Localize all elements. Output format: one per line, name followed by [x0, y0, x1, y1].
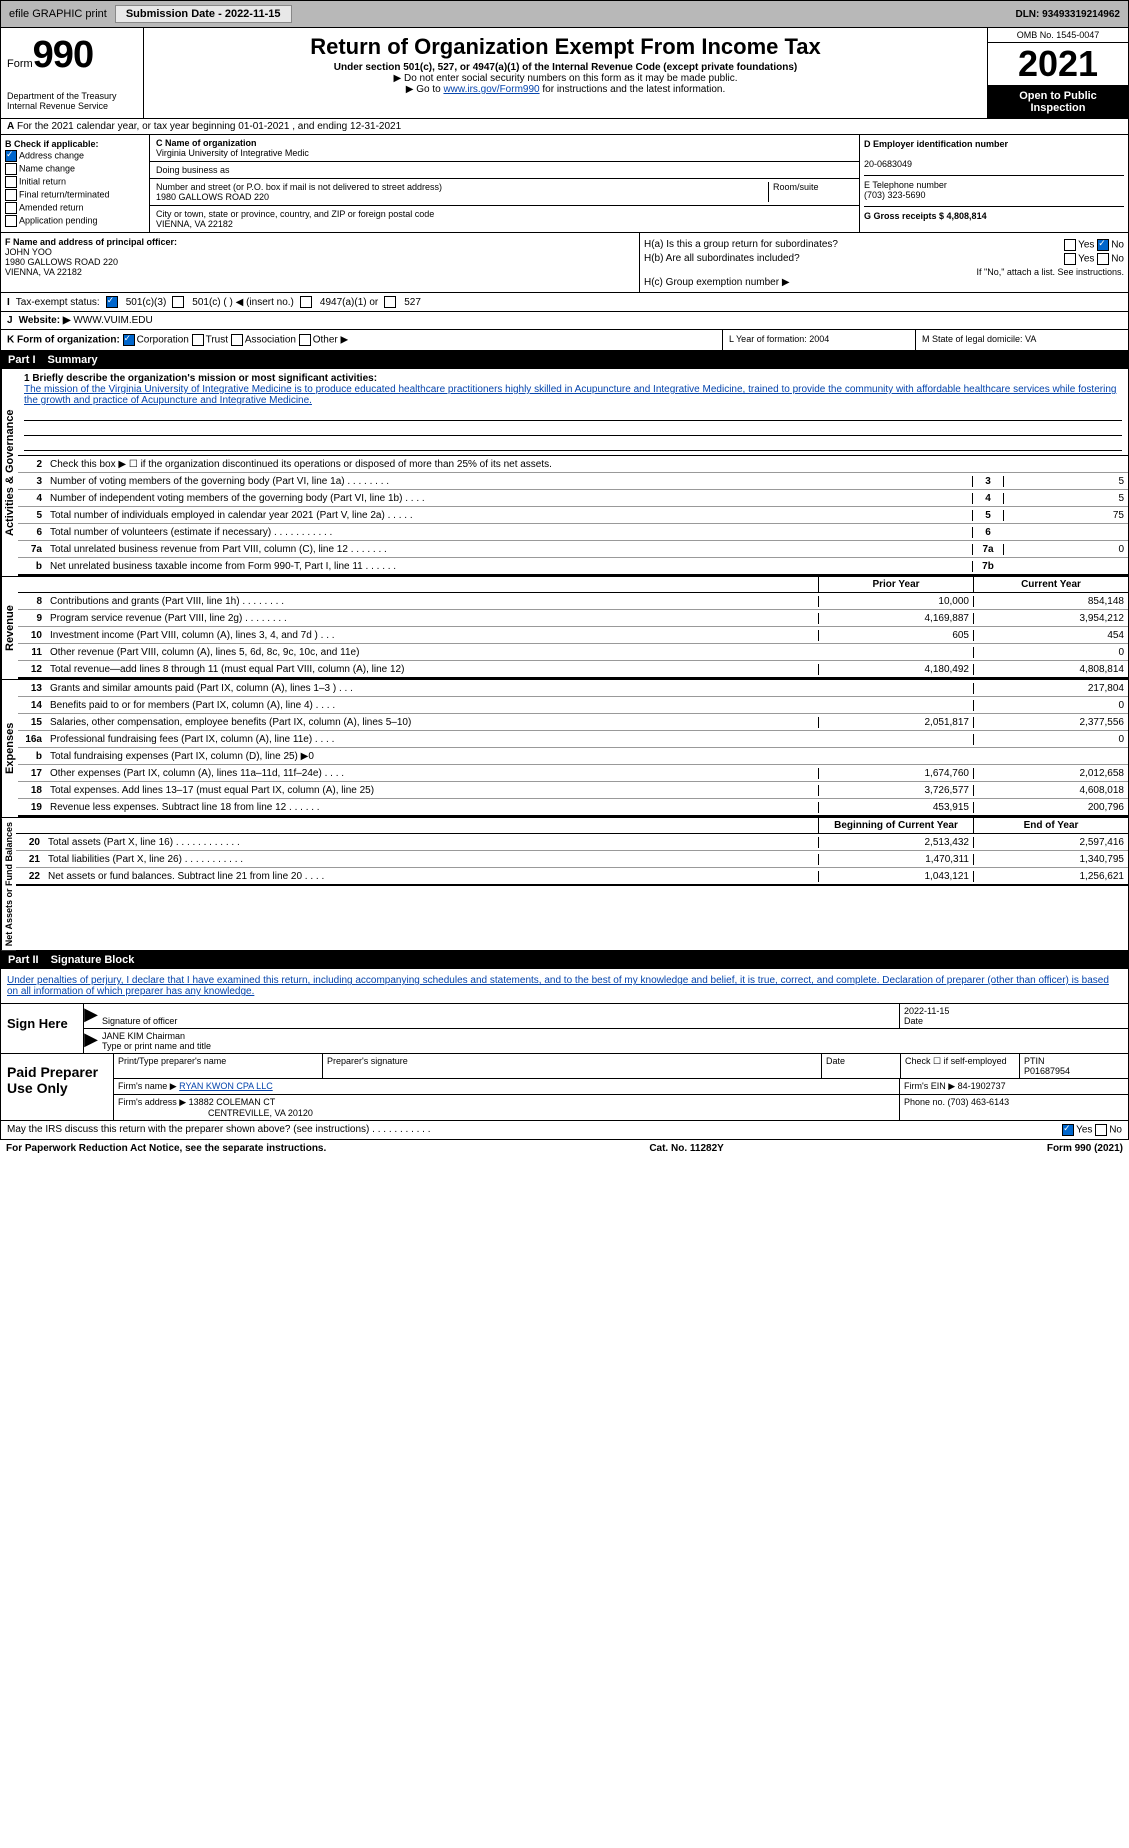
- section-bcd: B Check if applicable: Address change Na…: [0, 135, 1129, 233]
- netassets-section: Net Assets or Fund Balances Beginning of…: [0, 818, 1129, 951]
- net-line-22: 22Net assets or fund balances. Subtract …: [16, 868, 1128, 886]
- ptin: P01687954: [1024, 1066, 1070, 1076]
- chk-application-pending[interactable]: Application pending: [5, 215, 145, 227]
- rev-line-8: 8Contributions and grants (Part VIII, li…: [18, 593, 1128, 610]
- preparer-block: Paid Preparer Use Only Print/Type prepar…: [0, 1054, 1129, 1121]
- omb-number: OMB No. 1545-0047: [988, 28, 1128, 43]
- net-line-20: 20Total assets (Part X, line 16) . . . .…: [16, 834, 1128, 851]
- gov-line-b: bNet unrelated business taxable income f…: [18, 558, 1128, 576]
- revenue-section: Revenue Prior YearCurrent Year 8Contribu…: [0, 577, 1129, 680]
- mission-text[interactable]: The mission of the Virginia University o…: [24, 384, 1116, 406]
- gov-line-6: 6Total number of volunteers (estimate if…: [18, 524, 1128, 541]
- exp-line-15: 15Salaries, other compensation, employee…: [18, 714, 1128, 731]
- form-subtitle: Under section 501(c), 527, or 4947(a)(1)…: [148, 62, 983, 73]
- net-header: Beginning of Current YearEnd of Year: [16, 818, 1128, 834]
- chk-amended[interactable]: Amended return: [5, 202, 145, 214]
- form-header: Form990 Department of the Treasury Inter…: [0, 28, 1129, 119]
- signer-name: JANE KIM Chairman: [102, 1031, 185, 1041]
- irs-link[interactable]: www.irs.gov/Form990: [443, 84, 539, 95]
- box-i: ITax-exempt status: 501(c)(3) 501(c) ( )…: [0, 293, 1129, 312]
- ein: 20-0683049: [864, 159, 912, 169]
- box-h: H(a) Is this a group return for subordin…: [640, 233, 1128, 292]
- rev-line-9: 9Program service revenue (Part VIII, lin…: [18, 610, 1128, 627]
- efile-label: efile GRAPHIC print: [9, 8, 107, 20]
- box-f: F Name and address of principal officer:…: [1, 233, 640, 292]
- form-number: 990: [33, 34, 93, 76]
- top-bar: efile GRAPHIC print Submission Date - 20…: [0, 0, 1129, 28]
- irs-label: Internal Revenue Service: [7, 101, 137, 111]
- rev-line-11: 11Other revenue (Part VIII, column (A), …: [18, 644, 1128, 661]
- penalty-text: Under penalties of perjury, I declare th…: [0, 969, 1129, 1004]
- title-block: Return of Organization Exempt From Incom…: [144, 28, 987, 118]
- box-b: B Check if applicable: Address change Na…: [1, 135, 150, 232]
- box-l: L Year of formation: 2004: [723, 330, 916, 350]
- form-title: Return of Organization Exempt From Incom…: [148, 34, 983, 60]
- submission-date-button[interactable]: Submission Date - 2022-11-15: [115, 5, 292, 23]
- dln-label: DLN: 93493319214962: [1015, 9, 1120, 20]
- vtab-governance: Activities & Governance: [1, 369, 18, 576]
- open-to-public: Open to Public Inspection: [988, 86, 1128, 118]
- exp-line-19: 19Revenue less expenses. Subtract line 1…: [18, 799, 1128, 817]
- exp-line-13: 13Grants and similar amounts paid (Part …: [18, 680, 1128, 697]
- exp-line-b: bTotal fundraising expenses (Part IX, co…: [18, 748, 1128, 765]
- firm-phone: Phone no. (703) 463-6143: [900, 1095, 1128, 1120]
- year-block: OMB No. 1545-0047 2021 Open to Public In…: [987, 28, 1128, 118]
- form-number-block: Form990 Department of the Treasury Inter…: [1, 28, 144, 118]
- net-line-21: 21Total liabilities (Part X, line 26) . …: [16, 851, 1128, 868]
- gov-line-3: 3Number of voting members of the governi…: [18, 473, 1128, 490]
- form-prefix: Form: [7, 58, 33, 70]
- section-fgh: F Name and address of principal officer:…: [0, 233, 1129, 293]
- gov-line-4: 4Number of independent voting members of…: [18, 490, 1128, 507]
- chk-address-change[interactable]: Address change: [5, 150, 145, 162]
- street: 1980 GALLOWS ROAD 220: [156, 192, 269, 202]
- tax-year: 2021: [988, 43, 1128, 86]
- exp-line-16a: 16aProfessional fundraising fees (Part I…: [18, 731, 1128, 748]
- rev-line-10: 10Investment income (Part VIII, column (…: [18, 627, 1128, 644]
- chk-initial-return[interactable]: Initial return: [5, 176, 145, 188]
- chk-name-change[interactable]: Name change: [5, 163, 145, 175]
- year-header: Prior YearCurrent Year: [18, 577, 1128, 593]
- gov-line-7a: 7aTotal unrelated business revenue from …: [18, 541, 1128, 558]
- note-ssn: ▶ Do not enter social security numbers o…: [148, 73, 983, 84]
- website: WWW.VUIM.EDU: [73, 315, 152, 326]
- gov-line-2: 2Check this box ▶ ☐ if the organization …: [18, 456, 1128, 473]
- part1-header: Part ISummary: [0, 351, 1129, 369]
- box-d: D Employer identification number20-06830…: [860, 135, 1128, 232]
- page-footer: For Paperwork Reduction Act Notice, see …: [0, 1140, 1129, 1157]
- box-m: M State of legal domicile: VA: [916, 330, 1128, 350]
- city: VIENNA, VA 22182: [156, 219, 233, 229]
- gov-line-5: 5Total number of individuals employed in…: [18, 507, 1128, 524]
- exp-line-18: 18Total expenses. Add lines 13–17 (must …: [18, 782, 1128, 799]
- vtab-revenue: Revenue: [1, 577, 18, 679]
- may-discuss-row: May the IRS discuss this return with the…: [0, 1121, 1129, 1140]
- sign-here-block: Sign Here ▶Signature of officer2022-11-1…: [0, 1004, 1129, 1054]
- vtab-expenses: Expenses: [1, 680, 18, 817]
- note-link: ▶ Go to www.irs.gov/Form990 for instruct…: [148, 84, 983, 95]
- expenses-section: Expenses 13Grants and similar amounts pa…: [0, 680, 1129, 818]
- firm-ein: Firm's EIN ▶ 84-1902737: [900, 1079, 1128, 1094]
- exp-line-17: 17Other expenses (Part IX, column (A), l…: [18, 765, 1128, 782]
- box-klm: K Form of organization: Corporation Trus…: [0, 330, 1129, 351]
- vtab-netassets: Net Assets or Fund Balances: [1, 818, 16, 950]
- exp-line-14: 14Benefits paid to or for members (Part …: [18, 697, 1128, 714]
- box-c: C Name of organizationVirginia Universit…: [150, 135, 860, 232]
- officer-name: JOHN YOO: [5, 247, 52, 257]
- dept-label: Department of the Treasury: [7, 91, 137, 101]
- box-j: JWebsite: ▶ WWW.VUIM.EDU: [0, 312, 1129, 330]
- line-a: A For the 2021 calendar year, or tax yea…: [0, 119, 1129, 135]
- phone: (703) 323-5690: [864, 190, 926, 200]
- gross-receipts: G Gross receipts $ 4,808,814: [864, 211, 987, 221]
- rev-line-12: 12Total revenue—add lines 8 through 11 (…: [18, 661, 1128, 679]
- org-name: Virginia University of Integrative Medic: [156, 148, 309, 158]
- governance-section: Activities & Governance 1 Briefly descri…: [0, 369, 1129, 577]
- firm-name[interactable]: RYAN KWON CPA LLC: [179, 1081, 273, 1091]
- box-k: K Form of organization: Corporation Trus…: [1, 330, 723, 350]
- mission-block: 1 Briefly describe the organization's mi…: [18, 369, 1128, 456]
- chk-final-return[interactable]: Final return/terminated: [5, 189, 145, 201]
- part2-header: Part IISignature Block: [0, 951, 1129, 969]
